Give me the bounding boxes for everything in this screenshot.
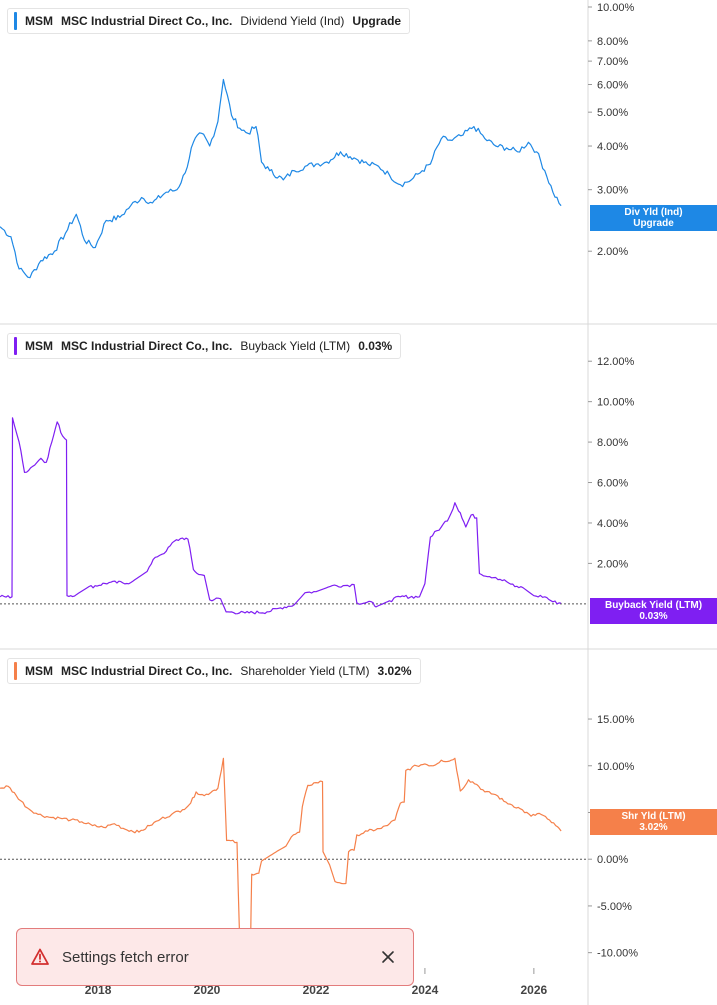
y-tick-label: 3.00% [597, 185, 628, 197]
legend-metric: Shareholder Yield (LTM) [240, 664, 370, 678]
tag-value: 0.03% [639, 611, 668, 622]
legend-metric: Buyback Yield (LTM) [240, 339, 351, 353]
legend-ticker: MSM [25, 14, 53, 28]
legend-company: MSC Industrial Direct Co., Inc. [61, 339, 233, 353]
toast-message: Settings fetch error [62, 948, 189, 966]
buyback-value-tag: Buyback Yield (LTM) 0.03% [590, 598, 717, 624]
y-tick-label: 2.00% [597, 246, 628, 258]
tag-value: 3.02% [639, 822, 668, 833]
y-tick-label: 5.00% [597, 107, 628, 119]
series-line-dividend [0, 78, 562, 279]
y-tick-label: 4.00% [597, 518, 628, 530]
legend-shareholder-yield[interactable]: MSM MSC Industrial Direct Co., Inc. Shar… [7, 658, 421, 684]
y-tick-label: 6.00% [597, 478, 628, 490]
legend-value: 0.03% [358, 339, 393, 353]
series-color-swatch [14, 337, 17, 355]
y-tick-label: -10.00% [597, 948, 638, 960]
x-tick-label: 2026 [521, 983, 548, 997]
y-tick-label: -5.00% [597, 901, 632, 913]
dividend-value-tag: Div Yld (Ind) Upgrade [590, 205, 717, 231]
legend-ticker: MSM [25, 339, 53, 353]
legend-dividend-yield[interactable]: MSM MSC Industrial Direct Co., Inc. Divi… [7, 8, 411, 34]
legend-company: MSC Industrial Direct Co., Inc. [61, 664, 233, 678]
tag-label: Shr Yld (LTM) [621, 811, 686, 822]
y-tick-label: 2.00% [597, 558, 628, 570]
tag-label: Buyback Yield (LTM) [604, 600, 703, 611]
y-tick-label: 6.00% [597, 80, 628, 92]
legend-buyback-yield[interactable]: MSM MSC Industrial Direct Co., Inc. Buyb… [7, 333, 402, 359]
x-tick-label: 2020 [194, 983, 221, 997]
y-tick-label: 10.00% [597, 761, 635, 773]
legend-company: MSC Industrial Direct Co., Inc. [61, 14, 233, 28]
tag-label: Div Yld (Ind) [624, 207, 683, 218]
y-tick-label: 8.00% [597, 437, 628, 449]
series-line-shareholder [0, 757, 562, 945]
legend-ticker: MSM [25, 664, 53, 678]
legend-value: 3.02% [377, 664, 412, 678]
tag-value: Upgrade [633, 218, 674, 229]
y-tick-label: 7.00% [597, 56, 628, 68]
series-color-swatch [14, 662, 17, 680]
y-tick-label: 15.00% [597, 714, 635, 726]
y-tick-label: 8.00% [597, 36, 628, 48]
series-color-swatch [14, 12, 17, 30]
close-icon[interactable] [381, 950, 395, 964]
x-tick-label: 2022 [303, 983, 330, 997]
warning-icon [31, 948, 49, 965]
y-tick-label: 10.00% [597, 397, 635, 409]
error-toast: Settings fetch error [16, 928, 414, 986]
legend-metric: Dividend Yield (Ind) [240, 14, 345, 28]
series-line-buyback [0, 417, 562, 615]
y-tick-label: 12.00% [597, 356, 635, 368]
shareholder-value-tag: Shr Yld (LTM) 3.02% [590, 809, 717, 835]
y-tick-label: 4.00% [597, 141, 628, 153]
y-tick-label: 0.00% [597, 854, 628, 866]
legend-upgrade-link[interactable]: Upgrade [352, 14, 402, 28]
y-tick-label: 10.00% [597, 2, 635, 14]
x-tick-label: 2018 [85, 983, 112, 997]
x-tick-label: 2024 [412, 983, 439, 997]
